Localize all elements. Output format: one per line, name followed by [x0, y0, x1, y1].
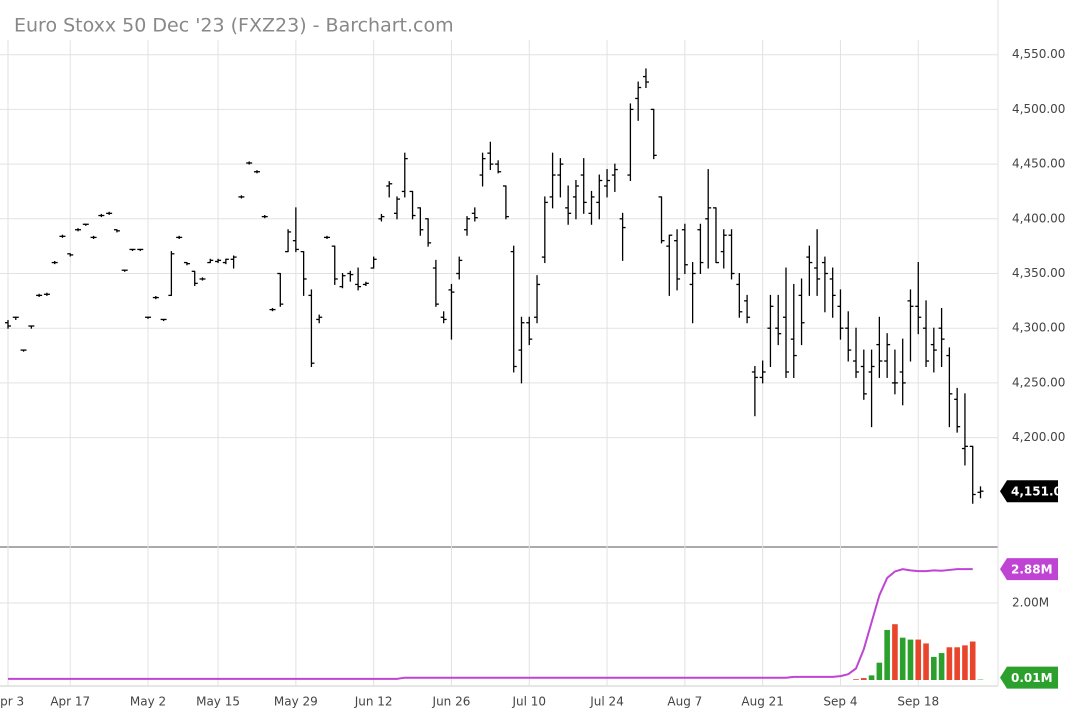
volume-bar: [899, 637, 906, 680]
volume-bar: [876, 662, 883, 680]
x-tick-label: Aug 21: [741, 695, 784, 709]
volume-bar: [892, 624, 898, 680]
volume-bar: [946, 647, 953, 680]
x-tick-label: Sep 4: [823, 695, 857, 709]
y-tick-label: 4,550.00: [1012, 47, 1065, 61]
y-tick-label: 4,300.00: [1012, 321, 1065, 335]
volume-bar: [861, 678, 867, 680]
y-tick-label: 4,350.00: [1012, 266, 1065, 280]
open-interest-line: [8, 568, 973, 680]
y-tick-label: 4,250.00: [1012, 375, 1065, 389]
volume-bar: [868, 675, 875, 680]
x-tick-label: Jul 24: [589, 695, 624, 709]
y-tick-label: 4,450.00: [1012, 157, 1065, 171]
x-tick-label: Apr 17: [50, 695, 90, 709]
x-tick-label: Sep 18: [897, 695, 939, 709]
y-tick-label: 2.00M: [1012, 596, 1049, 610]
y-tick-label: 4,200.00: [1012, 430, 1065, 444]
volume-label-badge: [1000, 666, 1058, 689]
y-tick-label: 4,400.00: [1012, 211, 1065, 225]
x-tick-label: May 2: [130, 695, 166, 709]
volume-bar: [931, 656, 937, 680]
volume-bar: [915, 639, 922, 680]
volume-bar: [954, 647, 960, 680]
x-tick-label: May 29: [274, 695, 318, 709]
volume-bar: [962, 645, 968, 680]
x-tick-label: May 15: [196, 695, 240, 709]
last-price-label-badge: [1000, 480, 1058, 503]
x-tick-label: Jun 26: [432, 695, 471, 709]
volume-bar: [907, 639, 914, 680]
volume-bar: [938, 653, 945, 680]
volume-bar: [969, 641, 976, 680]
chart-title: Euro Stoxx 50 Dec '23 (FXZ23) - Barchart…: [14, 15, 454, 37]
volume-bar: [923, 643, 929, 680]
x-tick-label: Jun 12: [354, 695, 393, 709]
x-tick-label: Apr 3: [0, 695, 24, 709]
open-interest-label-badge: [1000, 558, 1058, 581]
x-tick-label: Aug 7: [667, 695, 702, 709]
volume-bar: [853, 679, 859, 680]
open-interest-label: 2.88M: [1011, 563, 1053, 577]
y-tick-label: 4,500.00: [1012, 102, 1065, 116]
x-tick-label: Jul 10: [511, 695, 546, 709]
volume-bar: [884, 629, 890, 680]
volume-label: 0.01M: [1011, 671, 1053, 685]
last-price-label: 4,151.00: [1011, 485, 1070, 499]
